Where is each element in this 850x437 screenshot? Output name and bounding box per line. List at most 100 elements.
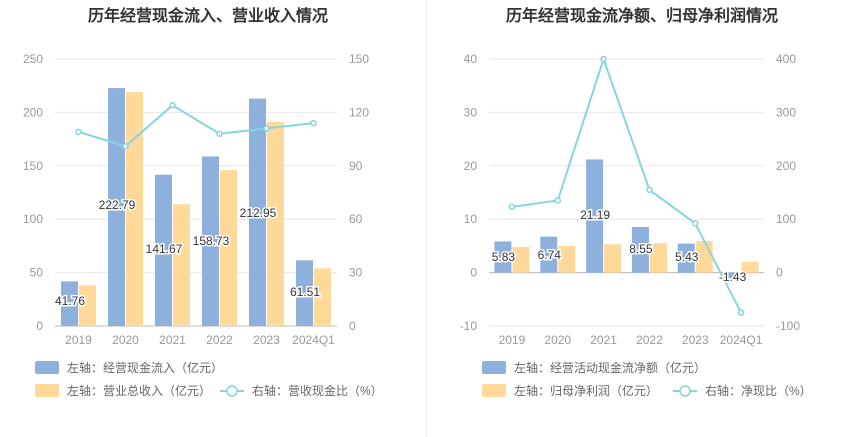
bar-orange	[267, 122, 284, 327]
x-tick-label: 2023	[253, 333, 280, 347]
y-right-tick-label: 120	[349, 105, 369, 119]
legend-bar-swatch	[35, 361, 59, 374]
y-right-tick-label: 90	[349, 159, 363, 173]
series-line	[78, 104, 314, 148]
x-tick-label: 2021	[159, 333, 186, 347]
legend-bar-swatch	[482, 384, 506, 397]
y-right-tick-label: 30	[349, 266, 363, 280]
y-left-tick-label: 10	[464, 212, 478, 226]
data-label: 41.76	[55, 294, 85, 308]
data-label: 212.95	[240, 206, 277, 220]
x-tick-label: 2024Q1	[292, 333, 335, 347]
x-tick-label: 2022	[636, 333, 663, 347]
legend-label: 左轴：经营活动现金流净额（亿元）	[514, 360, 706, 375]
y-right-tick-label: -100	[776, 319, 800, 333]
bar-orange	[79, 285, 96, 326]
y-left-tick-label: 200	[23, 105, 43, 119]
bar-blue	[61, 281, 78, 326]
legend-label: 左轴：归母净利润（亿元）	[514, 383, 658, 398]
y-right-tick-label: 0	[776, 266, 783, 280]
y-left-tick-label: 0	[470, 266, 477, 280]
panel-divider	[426, 0, 427, 437]
line-point	[75, 128, 82, 136]
y-right-tick-label: 0	[349, 319, 356, 333]
data-label: 61.51	[290, 285, 320, 299]
y-right-tick-label: 100	[776, 212, 796, 226]
line-point	[554, 197, 561, 204]
data-label: 141.67	[146, 242, 183, 256]
line-point	[122, 142, 129, 150]
data-label: -1.43	[719, 270, 747, 284]
legend-line-marker	[679, 385, 691, 397]
line-point	[508, 203, 516, 211]
chart-title: 历年经营现金流入、营业收入情况	[88, 6, 328, 25]
x-tick-label: 2020	[112, 333, 139, 347]
legend-line-marker	[226, 385, 238, 397]
legend-bar-swatch	[482, 361, 506, 374]
x-tick-label: 2024Q1	[720, 333, 763, 347]
y-left-tick-label: 40	[464, 52, 478, 66]
y-left-tick-label: 100	[23, 212, 43, 226]
y-right-tick-label: 300	[776, 105, 796, 119]
legend-label: 右轴：净现比（%）	[705, 383, 812, 398]
line-point	[263, 125, 270, 132]
x-tick-label: 2019	[499, 333, 526, 347]
y-right-tick-label: 150	[349, 52, 369, 66]
bar-blue	[108, 88, 125, 327]
bar-orange	[604, 244, 622, 273]
line-point	[310, 119, 317, 127]
chart-left-svg: 历年经营现金流入、营业收入情况 0 50 100 150 200 250 0 30 60 90 120…	[23, 6, 383, 398]
bar-blue	[296, 260, 313, 326]
y-left-tick-label: 30	[464, 105, 478, 119]
line-point	[692, 220, 699, 227]
line-point	[737, 309, 745, 316]
data-label: 6.74	[538, 248, 562, 262]
bar-blue	[631, 226, 649, 273]
bar-orange	[649, 243, 667, 273]
bar-orange	[126, 92, 143, 326]
line-point	[646, 186, 653, 194]
y-left-tick-label: 50	[30, 266, 44, 280]
line-point	[169, 102, 176, 109]
bar-orange	[512, 246, 530, 273]
y-right-tick-label: 400	[776, 52, 796, 66]
x-tick-label: 2020	[544, 333, 571, 347]
line-point	[216, 130, 223, 138]
y-left-tick-label: 20	[464, 159, 478, 173]
chart-title: 历年经营现金流净额、归母净利润情况	[506, 6, 778, 25]
bar-orange	[173, 204, 190, 326]
legend-label: 左轴：营业总收入（亿元）	[67, 383, 211, 398]
line-point	[600, 55, 607, 63]
chart-right-svg: 历年经营现金流净额、归母净利润情况-10010203040-1000100200…	[460, 6, 812, 398]
bar-blue	[202, 156, 219, 326]
x-tick-label: 2021	[590, 333, 617, 347]
y-right-tick-label: 60	[349, 212, 363, 226]
legend-label: 右轴：营收现金比（%）	[252, 383, 383, 398]
bar-blue	[540, 236, 558, 273]
bar-orange	[558, 245, 576, 273]
y-right-tick-label: 200	[776, 159, 796, 173]
x-tick-label: 2023	[682, 333, 709, 347]
bar-blue	[586, 159, 604, 273]
y-left-tick-label: 0	[36, 319, 43, 333]
bar-orange	[314, 268, 331, 326]
data-label: 222.79	[99, 198, 136, 212]
y-left-tick-label: -10	[460, 319, 478, 333]
x-tick-label: 2022	[206, 333, 233, 347]
bar-blue	[723, 272, 741, 281]
y-left-tick-label: 250	[23, 52, 43, 66]
bar-blue	[155, 174, 172, 326]
bar-blue	[249, 98, 266, 326]
data-label: 8.55	[629, 242, 653, 256]
data-label: 5.83	[492, 250, 516, 264]
y-left-tick-label: 150	[23, 159, 43, 173]
data-label: 158.73	[193, 234, 230, 248]
bar-orange	[220, 170, 237, 326]
data-label: 5.43	[675, 250, 699, 264]
bar-blue	[677, 243, 695, 273]
legend-bar-swatch	[35, 384, 59, 397]
bar-orange	[741, 261, 759, 273]
legend-label: 左轴：经营现金流入（亿元）	[67, 360, 223, 375]
x-tick-label: 2019	[65, 333, 92, 347]
